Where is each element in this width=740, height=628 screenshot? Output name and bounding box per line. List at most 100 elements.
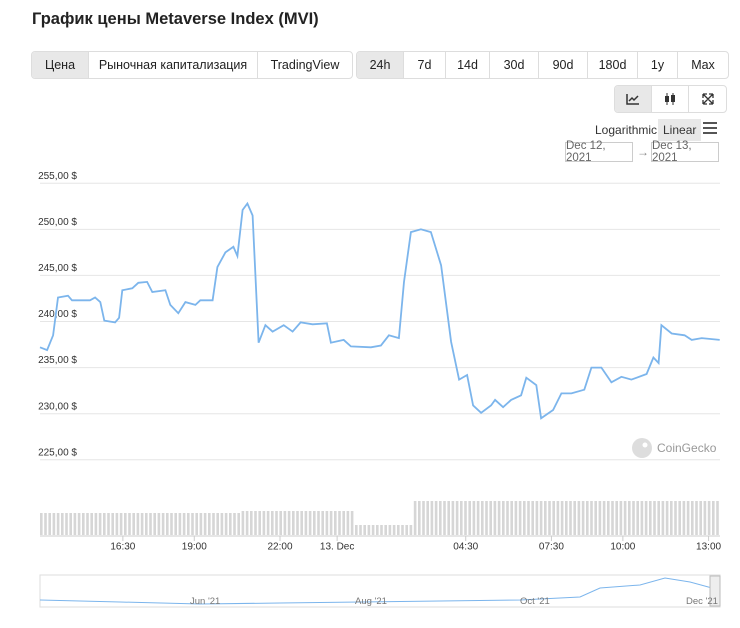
- volume-bar: [296, 511, 299, 535]
- range-button[interactable]: 180d: [588, 52, 638, 78]
- volume-bar: [695, 501, 698, 535]
- y-tick-label: 255,00 $: [38, 171, 77, 182]
- volume-bar: [86, 513, 89, 535]
- log-option[interactable]: Logarithmic: [595, 123, 658, 137]
- volume-bar: [636, 501, 639, 535]
- volume-bar: [586, 501, 589, 535]
- volume-bar: [363, 525, 366, 535]
- volume-bar: [590, 501, 593, 535]
- volume-bar: [476, 501, 480, 535]
- tab[interactable]: Цена: [32, 52, 89, 78]
- volume-bar: [107, 513, 110, 535]
- volume-bar: [77, 513, 81, 535]
- volume-bar: [321, 511, 324, 535]
- date-from[interactable]: Dec 12, 2021: [565, 140, 633, 164]
- volume-bar: [128, 513, 131, 535]
- range-button[interactable]: Max: [691, 58, 715, 72]
- volume-bar: [678, 501, 681, 535]
- range-button[interactable]: 7d: [404, 52, 446, 78]
- volume-bar: [535, 501, 539, 535]
- x-tick-label: 04:30: [453, 542, 478, 553]
- volume-bar: [195, 513, 198, 535]
- volume-bar: [619, 501, 623, 535]
- range-button[interactable]: 90d: [539, 52, 588, 78]
- volume-bar: [69, 513, 72, 535]
- volume-bar: [182, 513, 186, 535]
- volume-bar: [434, 501, 438, 535]
- x-tick-label: 19:00: [182, 542, 207, 553]
- volume-bar: [304, 511, 308, 535]
- volume-bar: [245, 511, 249, 535]
- volume-bar: [623, 501, 627, 535]
- range-button[interactable]: 14d: [446, 52, 490, 78]
- candle-chart-button[interactable]: [652, 86, 689, 112]
- x-tick-label: 10:00: [610, 542, 635, 553]
- fullscreen-button[interactable]: [689, 86, 726, 112]
- volume-bar: [283, 511, 287, 535]
- volume-bar: [56, 513, 60, 535]
- volume-bar: [510, 501, 513, 535]
- volume-bar: [250, 511, 253, 535]
- volume-bar: [644, 501, 648, 535]
- volume-bar: [275, 511, 278, 535]
- volume-bar: [670, 501, 673, 535]
- volume-bar: [565, 501, 568, 535]
- volume-bar: [149, 513, 152, 535]
- volume-bar: [258, 511, 261, 535]
- volume-bar: [342, 511, 345, 535]
- title: График цены Metaverse Index (MVI): [32, 10, 319, 28]
- navigator-label: Oct '21: [520, 596, 550, 607]
- linear-option[interactable]: Linear: [658, 119, 702, 141]
- volume-bar: [308, 511, 312, 535]
- y-tick-label: 245,00 $: [38, 263, 77, 274]
- volume-bar: [602, 501, 606, 535]
- volume-bar: [115, 513, 119, 535]
- volume-bar: [560, 501, 564, 535]
- navigator-label: Dec '21: [686, 596, 718, 607]
- volume-bar: [254, 511, 257, 535]
- volume-bar: [481, 501, 484, 535]
- x-tick-label: 22:00: [267, 542, 292, 553]
- volume-bar: [418, 501, 421, 535]
- volume-bar: [460, 501, 463, 535]
- volume-bar: [334, 511, 337, 535]
- volume-bar: [325, 511, 329, 535]
- volume-bar: [166, 513, 169, 535]
- volume-bar: [518, 501, 522, 535]
- volume-bar: [443, 501, 446, 535]
- tab[interactable]: Рыночная капитализация: [89, 52, 258, 78]
- y-tick-label: 250,00 $: [38, 217, 77, 228]
- range-button[interactable]: 30d: [490, 52, 539, 78]
- volume-bar: [292, 511, 295, 535]
- volume-bar: [187, 513, 190, 535]
- volume-bar: [657, 501, 660, 535]
- volume-bar: [384, 525, 387, 535]
- volume-bar: [212, 513, 215, 535]
- range-button[interactable]: 1y: [638, 52, 678, 78]
- volume-bar: [220, 513, 224, 535]
- navigator-label: Aug '21: [355, 596, 387, 607]
- volume-bar: [237, 513, 240, 535]
- line-chart-button[interactable]: [615, 86, 652, 112]
- tab[interactable]: TradingView: [270, 58, 340, 72]
- volume-bar: [40, 513, 43, 535]
- volume-bar: [279, 511, 282, 535]
- y-tick-label: 225,00 $: [38, 447, 77, 458]
- date-to[interactable]: Dec 13, 2021: [651, 140, 719, 164]
- x-tick-label: 13:00: [696, 542, 721, 553]
- volume-bar: [573, 501, 576, 535]
- volume-bar: [44, 513, 47, 535]
- x-tick-label: 07:30: [539, 542, 564, 553]
- volume-bar: [611, 501, 614, 535]
- volume-bar: [317, 511, 320, 535]
- volume-bar: [628, 501, 631, 535]
- range-button[interactable]: 24h: [357, 52, 404, 78]
- volume-bar: [699, 501, 702, 535]
- volume-bar: [170, 513, 173, 535]
- volume-bar: [497, 501, 501, 535]
- volume-bar: [451, 501, 455, 535]
- volume-bar: [199, 513, 203, 535]
- icon: [665, 93, 675, 105]
- navigator-label: Jun '21: [190, 596, 221, 607]
- volume-bar: [569, 501, 572, 535]
